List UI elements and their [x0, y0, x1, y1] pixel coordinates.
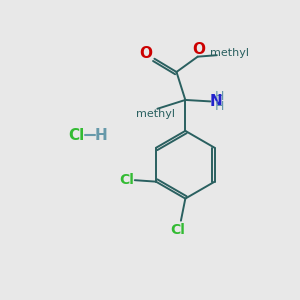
Text: H: H	[94, 128, 107, 143]
Text: N: N	[210, 94, 223, 109]
Text: O: O	[140, 46, 153, 61]
Text: methyl: methyl	[136, 109, 176, 119]
Text: Cl: Cl	[119, 172, 134, 187]
Text: O: O	[193, 42, 206, 57]
Text: H: H	[215, 90, 224, 103]
Text: H: H	[215, 100, 224, 113]
Text: methyl: methyl	[210, 48, 249, 58]
Text: Cl: Cl	[170, 223, 185, 236]
Text: Cl: Cl	[68, 128, 85, 143]
